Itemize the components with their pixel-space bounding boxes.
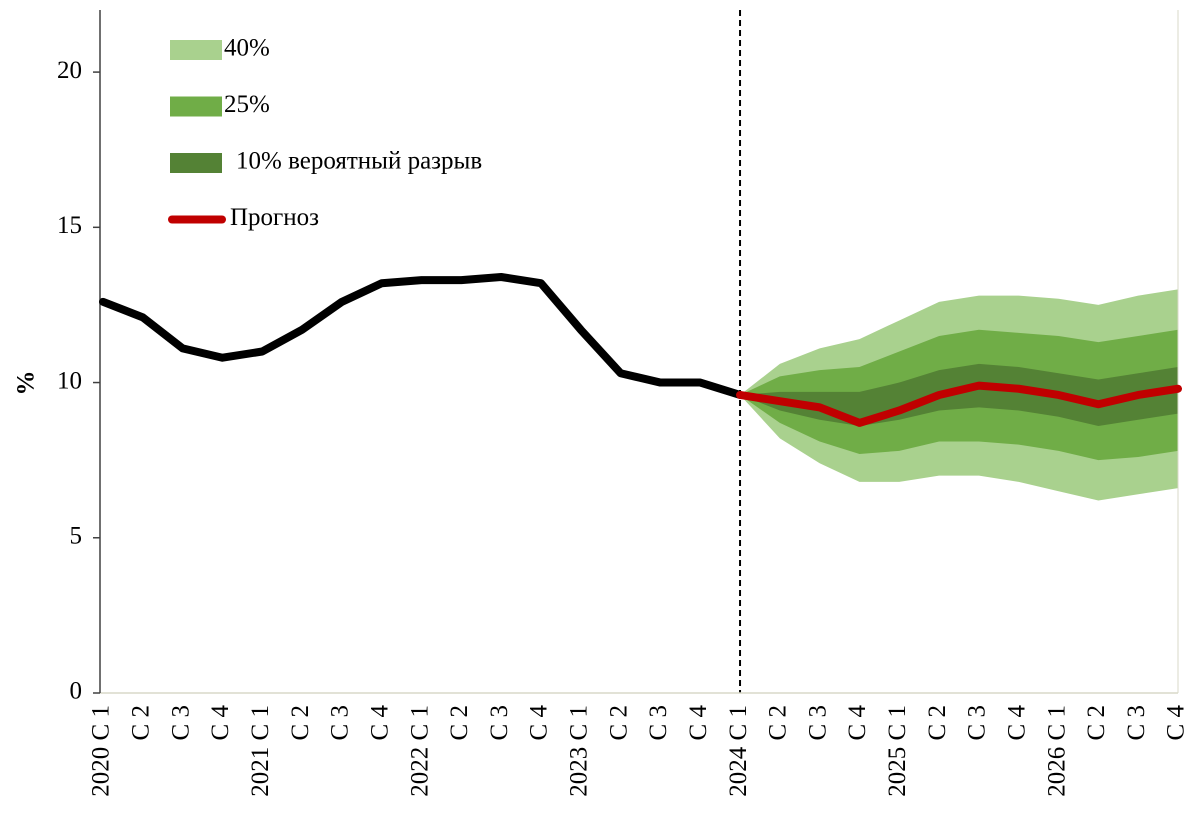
x-tick-label: 2021 C 1 [247, 705, 274, 797]
x-tick-label: 2022 C 1 [406, 705, 433, 797]
y-tick-label: 15 [57, 212, 82, 239]
x-tick-label: C 4 [1163, 705, 1190, 741]
x-tick-label: C 3 [1123, 705, 1150, 740]
x-tick-label: C 3 [167, 705, 194, 740]
legend-label: Прогноз [230, 204, 319, 231]
x-tick-label: C 3 [645, 705, 672, 740]
x-tick-label: C 3 [486, 705, 513, 740]
y-tick-label: 5 [70, 523, 83, 550]
x-tick-label: C 2 [287, 705, 314, 740]
legend-label: 25% [224, 91, 270, 118]
x-tick-label: C 4 [207, 705, 234, 741]
x-tick-label: C 2 [765, 705, 792, 740]
x-tick-label: C 4 [685, 705, 712, 741]
y-tick-label: 20 [57, 57, 82, 84]
line [736, 381, 1182, 427]
line [99, 272, 745, 399]
x-tick-label: 2024 C 1 [725, 705, 752, 797]
x-tick-label: C 4 [366, 705, 393, 741]
x-tick-label: C 4 [526, 705, 553, 741]
x-tick-label: C 2 [1083, 705, 1110, 740]
legend-label: 40% [224, 35, 270, 62]
x-tick-label: C 2 [605, 705, 632, 740]
fan-band [740, 363, 1178, 427]
legend-label: 10% вероятный разрыв [236, 148, 482, 175]
x-tick-label: 2020 C 1 [88, 705, 115, 797]
legend-swatch [170, 96, 222, 117]
x-tick-label: C 2 [924, 705, 951, 740]
legend-swatch [170, 40, 222, 60]
x-tick-label: C 3 [804, 705, 831, 740]
y-tick-label: 0 [70, 678, 83, 705]
y-tick-label: 10 [57, 367, 82, 394]
x-tick-label: C 2 [446, 705, 473, 740]
x-tick-label: 2023 C 1 [566, 705, 593, 797]
x-tick-label: C 2 [128, 705, 155, 740]
legend-swatch [170, 153, 222, 173]
x-tick-label: C 3 [327, 705, 354, 740]
x-tick-label: C 4 [1003, 705, 1030, 741]
x-tick-label: C 3 [964, 705, 991, 740]
y-axis-label: % [13, 371, 40, 396]
x-tick-label: 2026 C 1 [1043, 705, 1070, 797]
x-tick-label: C 4 [844, 705, 871, 741]
x-tick-label: 2025 C 1 [884, 705, 911, 797]
